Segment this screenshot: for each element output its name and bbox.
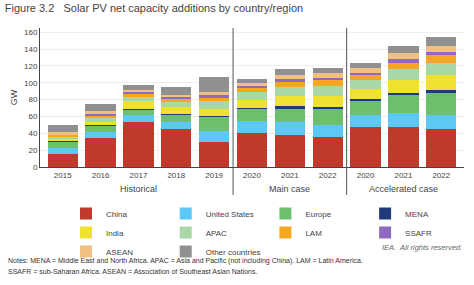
svg-text:20: 20 bbox=[28, 146, 37, 155]
svg-text:Europe: Europe bbox=[305, 210, 331, 219]
svg-text:2022: 2022 bbox=[319, 171, 337, 180]
svg-text:LAM: LAM bbox=[305, 229, 322, 238]
svg-text:140: 140 bbox=[24, 45, 38, 54]
svg-text:United States: United States bbox=[206, 210, 254, 219]
svg-text:2021: 2021 bbox=[281, 171, 299, 180]
svg-text:120: 120 bbox=[24, 62, 38, 71]
svg-text:Figure 3.2 Solar PV net capa: Figure 3.2 Solar PV net capacity additio… bbox=[5, 2, 303, 14]
svg-text:160: 160 bbox=[24, 28, 38, 37]
svg-text:SSAFR = sub-Saharan Africa. AS: SSAFR = sub-Saharan Africa. ASEAN = Asso… bbox=[8, 268, 257, 275]
svg-text:MENA: MENA bbox=[405, 210, 429, 219]
svg-text:SSAFR: SSAFR bbox=[405, 229, 432, 238]
svg-text:Accelerated case: Accelerated case bbox=[369, 184, 438, 194]
svg-text:India: India bbox=[106, 229, 124, 238]
svg-text:China: China bbox=[106, 210, 127, 219]
svg-text:60: 60 bbox=[28, 112, 37, 121]
svg-text:2022: 2022 bbox=[432, 171, 450, 180]
svg-text:80: 80 bbox=[28, 95, 37, 104]
svg-text:APAC: APAC bbox=[206, 229, 227, 238]
svg-text:0: 0 bbox=[33, 163, 38, 172]
svg-text:ASEAN: ASEAN bbox=[106, 248, 133, 257]
svg-text:2021: 2021 bbox=[395, 171, 413, 180]
svg-text:2017: 2017 bbox=[130, 171, 148, 180]
svg-text:40: 40 bbox=[28, 129, 37, 138]
svg-text:IEA. All rights reserved.: IEA. All rights reserved. bbox=[382, 243, 462, 252]
svg-text:2020: 2020 bbox=[243, 171, 261, 180]
svg-text:GW: GW bbox=[9, 89, 19, 105]
svg-text:2015: 2015 bbox=[54, 171, 72, 180]
svg-text:Other countries: Other countries bbox=[206, 248, 261, 257]
svg-text:Notes: MENA = Middle East and: Notes: MENA = Middle East and North Afri… bbox=[8, 257, 363, 265]
svg-text:Main case: Main case bbox=[269, 184, 310, 194]
svg-text:Historical: Historical bbox=[120, 184, 157, 194]
svg-text:2018: 2018 bbox=[167, 171, 185, 180]
svg-text:2016: 2016 bbox=[92, 171, 110, 180]
svg-text:2019: 2019 bbox=[205, 171, 223, 180]
svg-text:2020: 2020 bbox=[357, 171, 375, 180]
svg-text:100: 100 bbox=[24, 79, 38, 88]
